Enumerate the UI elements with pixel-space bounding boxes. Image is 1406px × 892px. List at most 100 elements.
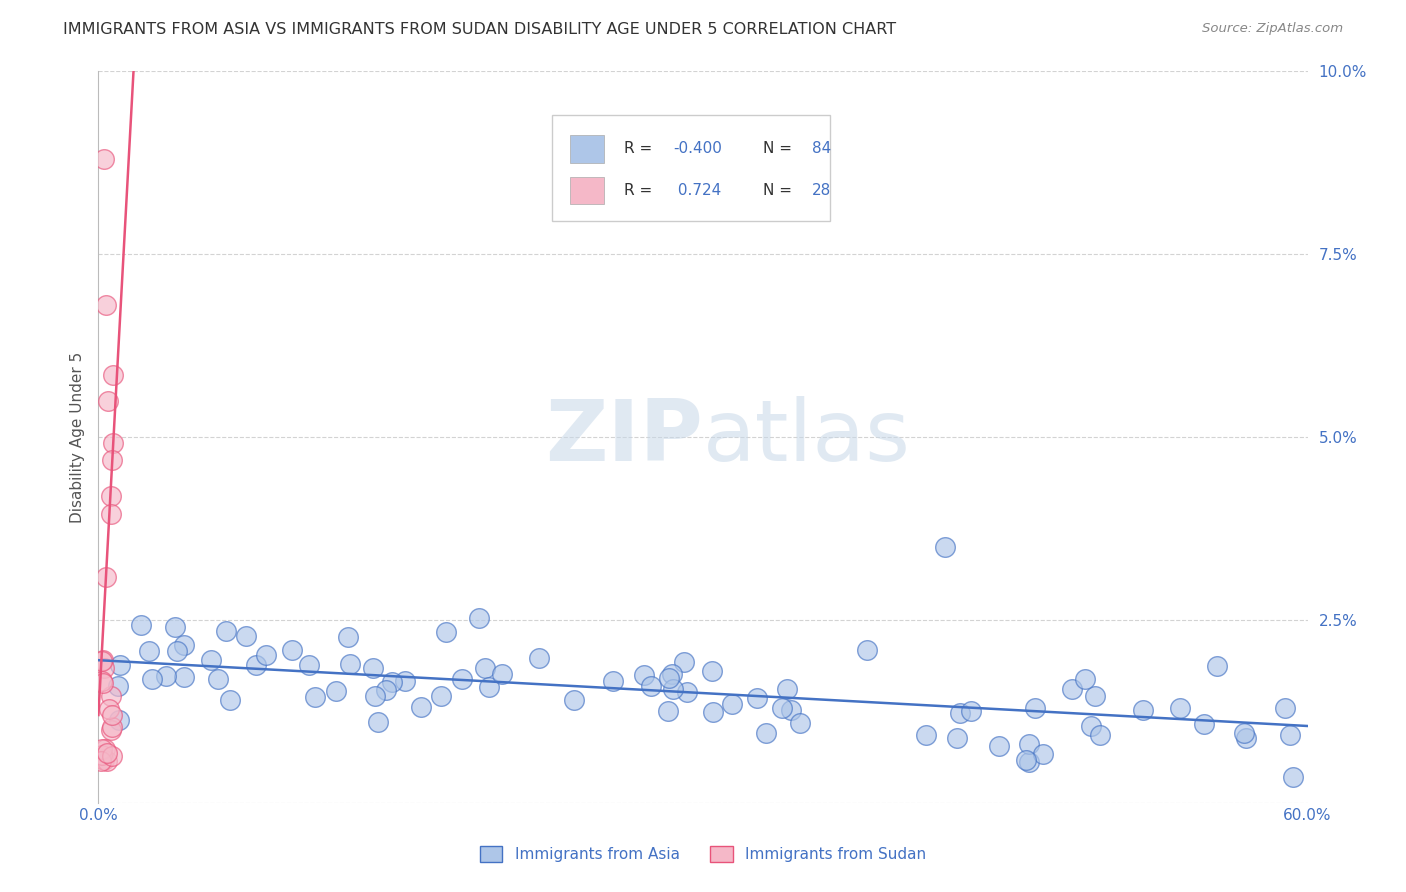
Point <box>166 644 188 658</box>
Point <box>1233 726 1256 740</box>
Point <box>138 643 160 657</box>
Point <box>91 752 114 766</box>
Point <box>702 706 724 720</box>
Point <box>789 715 811 730</box>
Point <box>562 692 585 706</box>
Point <box>430 690 453 704</box>
Point <box>100 507 122 521</box>
Text: 0.724: 0.724 <box>672 183 721 198</box>
Point <box>304 690 326 704</box>
Point <box>770 701 793 715</box>
Point <box>108 714 131 728</box>
Point <box>367 714 389 729</box>
Point <box>1282 770 1305 784</box>
Point <box>361 661 384 675</box>
Point <box>96 746 118 760</box>
Point <box>915 728 938 742</box>
Point <box>474 661 496 675</box>
Point <box>640 679 662 693</box>
Point <box>755 725 778 739</box>
Point <box>721 697 744 711</box>
Point <box>1132 703 1154 717</box>
Point <box>675 685 697 699</box>
Point <box>173 670 195 684</box>
Point <box>339 657 361 672</box>
Point <box>207 672 229 686</box>
Point <box>434 625 457 640</box>
FancyBboxPatch shape <box>569 135 603 163</box>
Point <box>129 617 152 632</box>
Point <box>101 436 124 450</box>
Point <box>1018 755 1040 769</box>
Point <box>1014 753 1036 767</box>
Legend: Immigrants from Asia, Immigrants from Sudan: Immigrants from Asia, Immigrants from Su… <box>474 840 932 868</box>
Point <box>298 658 321 673</box>
Point <box>100 689 122 703</box>
Point <box>90 747 112 762</box>
Point <box>946 731 969 745</box>
Text: R =: R = <box>624 183 658 198</box>
Point <box>93 660 115 674</box>
Point <box>988 739 1011 753</box>
Point <box>949 706 972 721</box>
Point <box>337 630 360 644</box>
Point <box>1032 747 1054 761</box>
Point <box>101 707 124 722</box>
Point <box>96 755 118 769</box>
Text: -0.400: -0.400 <box>672 142 721 156</box>
Text: IMMIGRANTS FROM ASIA VS IMMIGRANTS FROM SUDAN DISABILITY AGE UNDER 5 CORRELATION: IMMIGRANTS FROM ASIA VS IMMIGRANTS FROM … <box>63 22 897 37</box>
Text: R =: R = <box>624 142 658 156</box>
Point <box>776 682 799 697</box>
Point <box>1274 701 1296 715</box>
Point <box>325 684 347 698</box>
Point <box>381 674 404 689</box>
Point <box>93 753 115 767</box>
Point <box>219 693 242 707</box>
Point <box>107 679 129 693</box>
Point <box>100 489 122 503</box>
Point <box>1024 701 1046 715</box>
Point <box>91 675 114 690</box>
Point <box>1090 728 1112 742</box>
Point <box>747 691 769 706</box>
Point <box>658 671 681 685</box>
Point <box>96 298 118 312</box>
Point <box>200 653 222 667</box>
Point <box>91 673 114 688</box>
Point <box>100 723 122 738</box>
Point <box>856 642 879 657</box>
Point <box>934 540 956 554</box>
Point <box>91 741 114 756</box>
Point <box>1168 701 1191 715</box>
Point <box>1192 716 1215 731</box>
Point <box>90 754 112 768</box>
Point <box>1060 682 1083 697</box>
Point <box>780 703 803 717</box>
Point <box>281 643 304 657</box>
Point <box>103 368 125 382</box>
Text: ZIP: ZIP <box>546 395 703 479</box>
Point <box>235 629 257 643</box>
FancyBboxPatch shape <box>551 115 830 221</box>
Point <box>364 689 387 703</box>
Point <box>1080 719 1102 733</box>
Point <box>101 452 124 467</box>
Point <box>93 152 115 166</box>
Point <box>394 674 416 689</box>
Point <box>254 648 277 662</box>
Point <box>702 665 724 679</box>
Point <box>91 654 114 668</box>
Point <box>491 667 513 681</box>
Point <box>657 704 679 718</box>
Point <box>97 393 120 408</box>
Text: N =: N = <box>763 142 797 156</box>
Y-axis label: Disability Age Under 5: Disability Age Under 5 <box>69 351 84 523</box>
Text: atlas: atlas <box>703 395 911 479</box>
Point <box>108 658 131 673</box>
Point <box>478 680 501 694</box>
Point <box>93 653 115 667</box>
Point <box>375 683 398 698</box>
Text: 28: 28 <box>811 183 831 198</box>
Point <box>1205 659 1227 673</box>
Point <box>661 666 683 681</box>
